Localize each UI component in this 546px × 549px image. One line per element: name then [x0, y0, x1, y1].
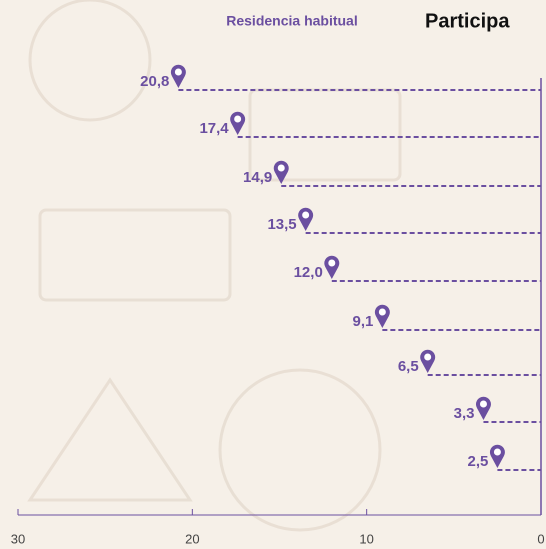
chart-subtitle: Residencia habitual — [226, 13, 357, 29]
x-tick-label: 20 — [185, 531, 199, 546]
background-stamps — [27, 0, 402, 532]
pin-hole — [493, 448, 501, 456]
pin-body — [298, 207, 314, 231]
pin-marker — [230, 111, 246, 135]
value-label: 6,5 — [398, 358, 419, 375]
pin-hole — [302, 211, 310, 219]
value-label: 12,0 — [294, 264, 323, 281]
pin-body — [374, 304, 390, 328]
pin-hole — [277, 164, 285, 172]
pin-marker — [475, 396, 491, 420]
pin-hole — [479, 400, 487, 408]
pin-marker — [374, 304, 390, 328]
pin-marker — [324, 255, 340, 279]
pin-body — [170, 64, 186, 88]
pin-hole — [174, 68, 182, 76]
value-label: 17,4 — [199, 120, 229, 137]
chart-title: Participa — [425, 10, 510, 32]
pin-body — [475, 396, 491, 420]
x-tick-label: 10 — [359, 531, 373, 546]
pin-body — [273, 160, 289, 184]
pin-body — [230, 111, 246, 135]
pin-marker — [298, 207, 314, 231]
value-label: 3,3 — [454, 405, 475, 422]
value-label: 9,1 — [352, 313, 373, 330]
pin-marker — [489, 444, 505, 468]
pin-marker — [420, 349, 436, 373]
pin-body — [489, 444, 505, 468]
pin-hole — [424, 353, 432, 361]
pin-marker — [170, 64, 186, 88]
pin-body — [324, 255, 340, 279]
x-tick-label: 30 — [11, 531, 25, 546]
pin-body — [420, 349, 436, 373]
pin-hole — [328, 259, 336, 267]
value-label: 13,5 — [267, 216, 296, 233]
pin-marker — [273, 160, 289, 184]
value-label: 14,9 — [243, 169, 272, 186]
value-label: 20,8 — [140, 73, 169, 90]
pin-hole — [378, 308, 386, 316]
pin-hole — [234, 115, 242, 123]
x-tick-label: 0 — [537, 531, 544, 546]
value-label: 2,5 — [468, 453, 489, 470]
